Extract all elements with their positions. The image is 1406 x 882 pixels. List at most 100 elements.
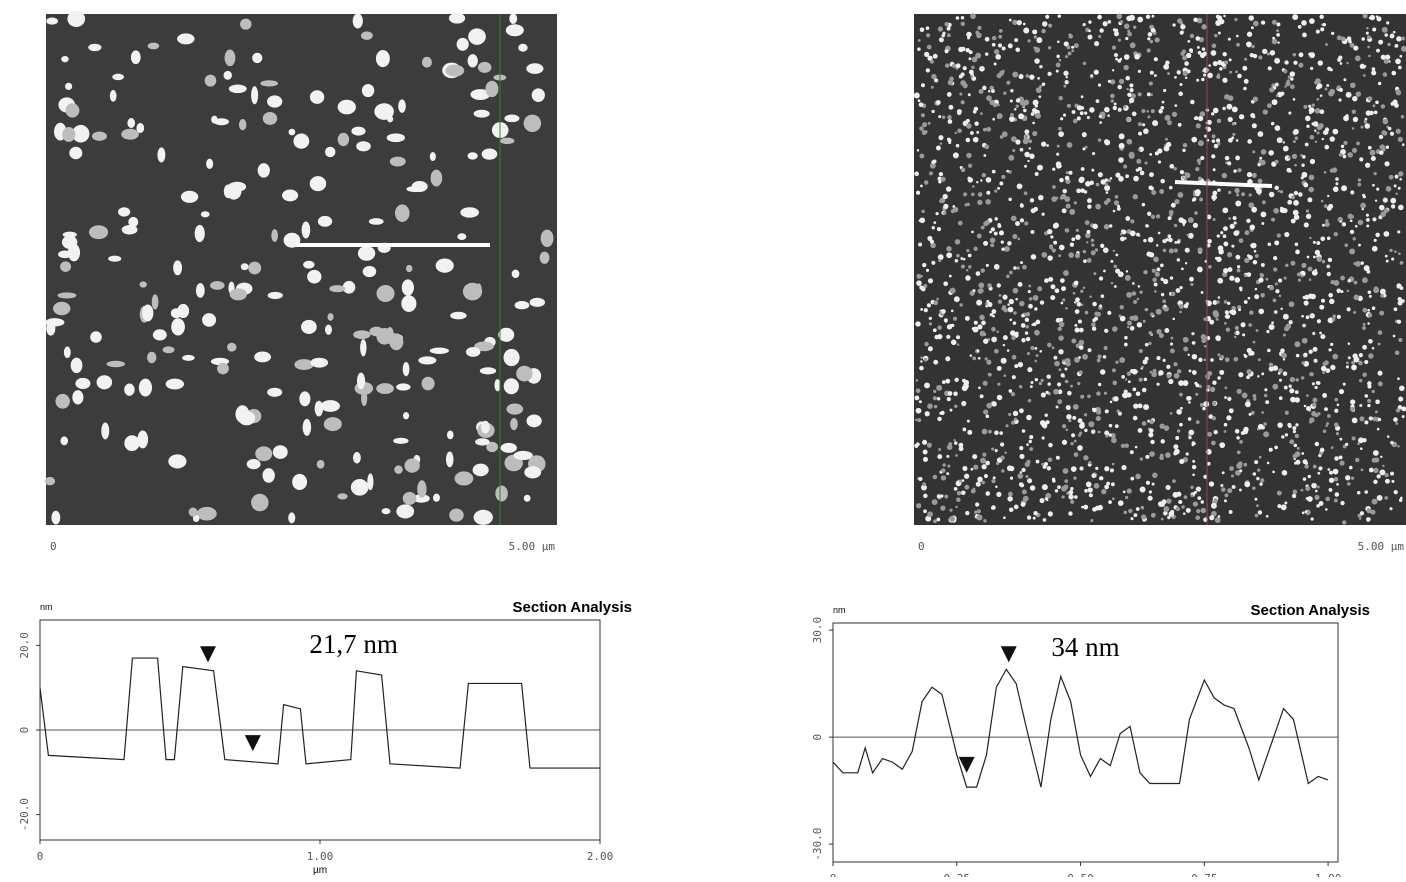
particle — [1364, 490, 1368, 494]
particle — [920, 484, 927, 491]
particle — [1161, 100, 1165, 104]
particle — [962, 192, 968, 197]
y-axis-label: nm — [833, 605, 846, 615]
particle — [1197, 115, 1204, 122]
particle — [1314, 108, 1321, 114]
particle — [1367, 381, 1372, 386]
particle — [998, 230, 1005, 236]
particle — [1276, 137, 1283, 144]
particle — [445, 451, 454, 468]
particle — [1062, 298, 1066, 302]
particle — [1224, 357, 1230, 363]
particle — [1022, 104, 1026, 108]
particle — [1311, 382, 1315, 386]
particle — [1322, 429, 1327, 433]
particle — [526, 414, 542, 428]
particle — [1044, 413, 1048, 417]
particle — [1373, 467, 1379, 474]
particle — [1032, 130, 1038, 137]
particle — [1148, 341, 1152, 346]
particle — [1340, 275, 1346, 281]
particle — [958, 446, 964, 452]
particle — [481, 148, 498, 160]
particle — [1095, 99, 1100, 104]
particle — [1012, 321, 1017, 325]
particle — [1319, 447, 1325, 453]
particle — [1252, 150, 1256, 154]
particle — [987, 302, 993, 308]
particle — [1038, 194, 1044, 201]
particle — [1224, 155, 1230, 161]
particle — [1157, 160, 1162, 164]
particle — [996, 394, 1003, 401]
particle — [1397, 186, 1401, 190]
particle — [1035, 112, 1041, 119]
particle — [982, 380, 988, 386]
particle — [1174, 199, 1180, 205]
particle — [1345, 114, 1349, 118]
particle — [1395, 128, 1401, 134]
particle — [1087, 198, 1092, 204]
particle — [1336, 483, 1339, 486]
particle — [1270, 217, 1276, 222]
particle — [919, 153, 925, 159]
particle — [1399, 498, 1403, 502]
particle — [1300, 376, 1305, 380]
particle — [1346, 307, 1351, 312]
particle — [1398, 252, 1401, 256]
particle — [500, 442, 517, 453]
particle — [1123, 342, 1128, 347]
particle — [1030, 112, 1035, 116]
particle — [1288, 301, 1295, 308]
particle — [1235, 139, 1239, 142]
particle — [1216, 141, 1221, 146]
particle — [919, 217, 926, 224]
particle — [1371, 245, 1378, 252]
particle — [1300, 274, 1304, 278]
particle — [1056, 164, 1061, 169]
particle — [1036, 37, 1043, 44]
particle — [922, 439, 928, 445]
particle — [45, 476, 56, 486]
particle — [337, 132, 350, 147]
particle — [1080, 167, 1085, 171]
particle — [1260, 263, 1265, 267]
particle — [1368, 353, 1374, 359]
particle — [947, 464, 951, 468]
particle — [1039, 64, 1043, 69]
particle — [477, 61, 492, 73]
particle — [1150, 214, 1156, 219]
particle — [1328, 477, 1335, 483]
particle — [1212, 300, 1218, 305]
particle — [1304, 464, 1309, 469]
particle — [1071, 110, 1076, 114]
particle — [1217, 245, 1224, 252]
particle — [1282, 371, 1288, 376]
particle — [1011, 420, 1016, 425]
particle — [971, 56, 978, 63]
particle — [1051, 248, 1056, 253]
particle — [417, 480, 427, 498]
particle — [984, 144, 990, 150]
particle — [1379, 288, 1386, 295]
particle — [1249, 52, 1254, 58]
particle — [1378, 39, 1384, 45]
particle — [324, 146, 336, 158]
particle — [1385, 54, 1391, 60]
particle — [142, 304, 154, 322]
particle — [246, 459, 261, 470]
particle — [1190, 282, 1194, 287]
particle — [931, 109, 935, 114]
particle — [1169, 412, 1173, 415]
particle — [1329, 136, 1335, 142]
particle — [958, 74, 963, 79]
particle — [1173, 362, 1178, 367]
particle — [942, 211, 947, 215]
particle — [1121, 375, 1125, 379]
particle — [1203, 73, 1207, 77]
particle — [1126, 325, 1130, 329]
particle — [1084, 489, 1088, 493]
particle — [1038, 381, 1043, 386]
particle — [1127, 29, 1131, 33]
particle — [1197, 176, 1202, 181]
